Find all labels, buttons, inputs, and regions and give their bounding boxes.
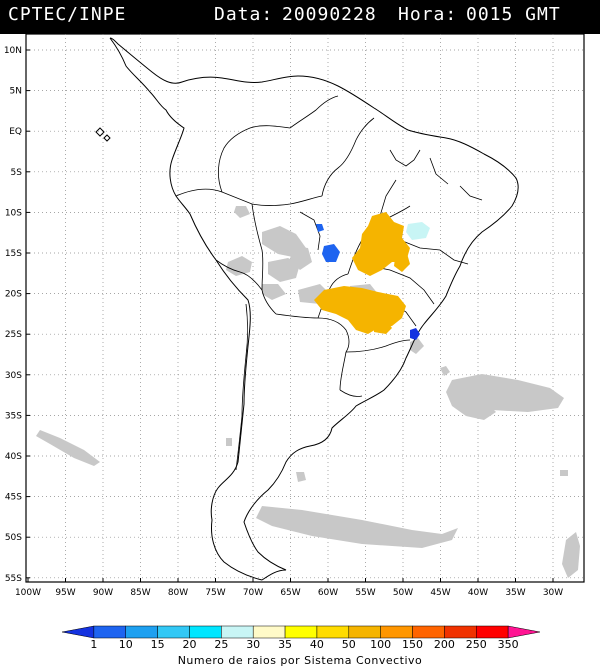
colorbar-swatch — [157, 625, 190, 639]
colorbar-tick-label: 40 — [310, 638, 324, 651]
map-frame — [25, 33, 585, 583]
lon-label: 90W — [93, 588, 113, 598]
lat-label: 10S — [5, 208, 22, 218]
lon-label: 85W — [130, 588, 150, 598]
lat-label: 45S — [5, 493, 22, 503]
colorbar-swatch — [507, 625, 541, 639]
lon-label: 95W — [55, 588, 75, 598]
lon-label: 55W — [355, 588, 375, 598]
date-value: 20090228 — [282, 4, 377, 25]
colorbar-swatch — [61, 625, 95, 639]
lat-label: 30S — [5, 371, 22, 381]
grid-lines — [26, 34, 584, 582]
lightning-cluster-lightcyan — [406, 222, 430, 240]
colorbar-swatch — [252, 625, 286, 639]
colorbar-tick-label: 15 — [151, 638, 165, 651]
lon-label: 50W — [393, 588, 413, 598]
lat-label: 10N — [4, 46, 22, 56]
lat-label: 35S — [5, 411, 22, 421]
lightning-cluster-orange — [374, 320, 392, 334]
colorbar-tick-label: 30 — [246, 638, 260, 651]
colorbar-swatch — [125, 625, 158, 639]
map-canvas: 10N5NEQ5S10S15S20S25S30S35S40S45S50S55S … — [4, 33, 585, 598]
colorbar-tick-label: 1 — [90, 638, 97, 651]
colorbar-title: Numero de raios por Sistema Convectivo — [177, 654, 423, 667]
latitude-labels: 10N 5N EQ 5S 10S 15S 20S 25S 30S 35S 40S 45S 50S 55S — [4, 46, 30, 584]
colorbar-tick-label: 25 — [214, 638, 228, 651]
lat-label: 55S — [5, 574, 22, 584]
lon-label: 45W — [430, 588, 450, 598]
colorbar-swatch — [476, 625, 509, 639]
lightning-cluster-orange — [394, 250, 410, 272]
time-value: 0015 GMT — [466, 4, 561, 25]
lat-label: 25S — [5, 330, 22, 340]
lat-label: 5N — [10, 87, 22, 97]
lightning-clusters — [314, 212, 430, 340]
lightning-cluster-darkblue — [410, 328, 420, 340]
lon-label: 35W — [505, 588, 525, 598]
colorbar-tick-label: 10 — [119, 638, 133, 651]
colorbar-swatch — [380, 625, 413, 639]
colorbar-swatch — [284, 625, 318, 639]
lat-label: 40S — [5, 452, 22, 462]
colorbar-tick-label: 20 — [182, 638, 196, 651]
lon-label: 75W — [205, 588, 225, 598]
lon-label: 100W — [15, 588, 41, 598]
colorbar: 1 10 15 20 25 30 35 40 50 100 150 200 250 350 — [61, 625, 541, 651]
lon-label: 70W — [243, 588, 263, 598]
hora-caption: Hora: — [398, 4, 458, 25]
lon-label: 40W — [468, 588, 488, 598]
date-caption: Data: — [214, 4, 274, 25]
colorbar-swatch — [316, 625, 350, 639]
colorbar-swatch — [189, 625, 222, 639]
lon-label: 60W — [318, 588, 338, 598]
colorbar-swatch — [444, 625, 477, 639]
lon-label: 65W — [280, 588, 300, 598]
colorbar-tick-label: 350 — [498, 638, 519, 651]
lightning-cluster-blue — [316, 224, 324, 232]
longitude-labels: 100W 95W 90W 85W 80W 75W 70W 65W 60W 55W 50W 45W 40W… — [15, 578, 563, 598]
colorbar-swatch — [221, 625, 254, 639]
lightning-cluster-blue — [322, 244, 340, 262]
colorbar-tick-label: 200 — [434, 638, 455, 651]
lat-label: 50S — [5, 533, 22, 543]
colorbar-tick-label: 35 — [278, 638, 292, 651]
source-label: CPTEC/INPE — [8, 4, 127, 25]
colorbar-swatch — [412, 625, 445, 639]
colorbar-tick-label: 150 — [402, 638, 423, 651]
lon-label: 30W — [543, 588, 563, 598]
colorbar-swatch — [348, 625, 381, 639]
lat-label: 15S — [5, 249, 22, 259]
colorbar-tick-label: 250 — [466, 638, 487, 651]
lat-label: 5S — [11, 168, 23, 178]
colorbar-tick-label: 50 — [342, 638, 356, 651]
lon-label: 80W — [168, 588, 188, 598]
colorbar-swatch — [93, 625, 126, 639]
title-bar: CPTEC/INPE Data: 20090228 Hora: 0015 GMT — [0, 0, 600, 34]
lat-label: 20S — [5, 290, 22, 300]
lat-label: EQ — [9, 127, 22, 137]
colorbar-tick-label: 100 — [370, 638, 391, 651]
